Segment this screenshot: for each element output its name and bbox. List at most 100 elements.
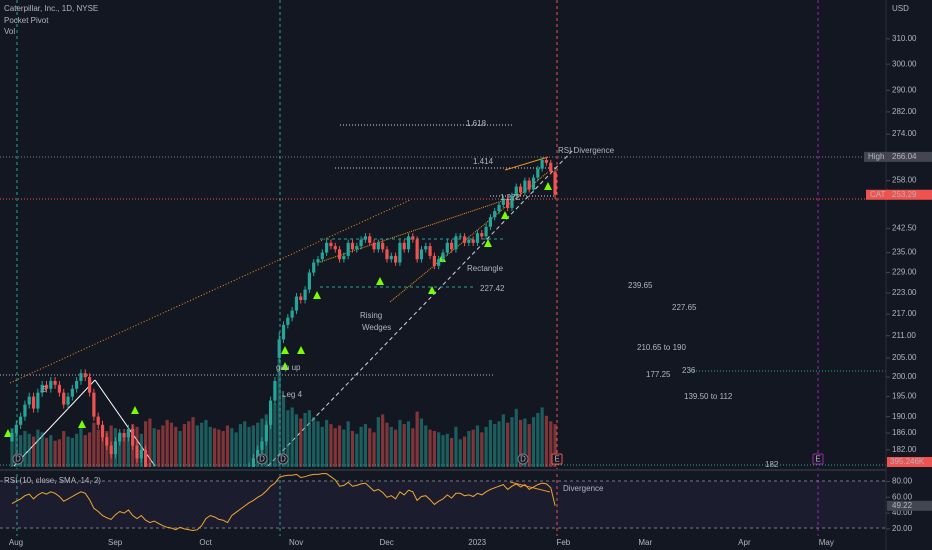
candle-body	[475, 233, 480, 243]
candle-body	[36, 392, 40, 409]
candle-body	[277, 339, 281, 359]
volume-bar	[161, 425, 165, 467]
volume-bar	[531, 417, 536, 467]
y-tick-label: 235.00	[892, 248, 917, 257]
indicator-label: Pocket Pivot	[4, 16, 49, 25]
annotation: 1.618	[466, 119, 487, 128]
candle-body	[424, 246, 428, 250]
volume-bar	[523, 418, 527, 467]
y-tick-label: 229.00	[892, 268, 917, 277]
volume-bar	[471, 429, 475, 467]
candle-body	[402, 242, 406, 250]
volume-bar	[10, 428, 14, 467]
candle-body	[510, 195, 514, 208]
candle-body	[264, 424, 268, 442]
x-tick-label: Oct	[199, 538, 212, 547]
candle-body	[493, 211, 497, 218]
candle-body	[312, 262, 316, 273]
candle-body	[281, 324, 286, 340]
annotation: Wedges	[362, 323, 391, 332]
candle-body	[527, 180, 531, 190]
candle-body	[471, 239, 475, 243]
pocket-pivot-marker	[131, 406, 139, 414]
event-icon	[551, 453, 563, 465]
volume-bar	[428, 429, 432, 467]
event-icon-label: D	[15, 455, 21, 464]
annotation: Divergence	[563, 484, 604, 493]
volume-bar	[144, 421, 148, 467]
y-tick-label: 182.00	[892, 445, 917, 454]
annotation: RSI Divergence	[558, 146, 615, 155]
volume-bar	[195, 425, 199, 467]
volume-bar	[510, 417, 514, 467]
volume-bar	[411, 428, 415, 467]
volume-bar	[169, 422, 174, 467]
event-icon	[12, 453, 24, 465]
volume-bar	[480, 432, 484, 467]
candle-body	[333, 246, 337, 250]
candle-body	[368, 236, 372, 243]
trend-line	[9, 199, 411, 384]
currency-label: USD	[892, 4, 909, 13]
candle-body	[105, 437, 109, 446]
high-value-box	[887, 151, 932, 162]
volume-bar	[419, 418, 424, 467]
volume-bar	[346, 421, 350, 467]
volume-bar	[497, 421, 501, 467]
candle-body	[337, 249, 342, 260]
candle-body	[432, 255, 436, 266]
candle-body	[75, 380, 79, 389]
candle-body	[454, 236, 458, 250]
candle-body	[100, 424, 105, 438]
event-icon-label: E	[815, 455, 820, 464]
volume-bar	[549, 421, 553, 467]
event-icon-label: D	[259, 455, 265, 464]
candle-body	[79, 373, 83, 381]
candle-body	[251, 458, 255, 467]
volume-bar	[337, 425, 342, 467]
volume-bar	[299, 418, 303, 467]
candle-body	[501, 198, 505, 205]
annotation: 227.42	[480, 284, 505, 293]
volume-bar	[363, 424, 368, 467]
volume-bar	[14, 432, 18, 467]
candle-body	[406, 236, 411, 250]
volume-bar	[238, 424, 243, 467]
rsi-tick-label: 80.00	[892, 477, 913, 486]
volume-bar	[501, 414, 505, 467]
volume-bar	[40, 432, 44, 467]
volume-bar	[450, 437, 454, 467]
candle-body	[342, 255, 346, 260]
symbol-tag: CAT	[870, 190, 886, 199]
annotation: 1.414	[473, 157, 494, 166]
annotation: 177.25	[646, 370, 671, 379]
candle-body	[536, 168, 540, 178]
pocket-pivot-marker	[4, 429, 12, 437]
pocket-pivot-marker	[501, 211, 509, 219]
label-layer: 310.00 300.00 290.00 282.00 274.00 258.00 242.…	[4, 4, 932, 547]
volume-bar	[36, 429, 40, 467]
candle-body	[299, 296, 303, 301]
y-tick-label: 290.00	[892, 85, 917, 94]
candle-body	[87, 377, 92, 393]
wedge-line	[504, 156, 549, 171]
annotation: 239.65	[628, 281, 653, 290]
candle-body	[385, 249, 389, 260]
candle-body	[316, 259, 320, 263]
volume-bar	[368, 428, 372, 467]
volume-bar	[484, 426, 488, 467]
volume-bar	[75, 433, 79, 467]
candle-body	[131, 428, 135, 446]
candle-body	[393, 255, 398, 263]
volume-bar	[441, 435, 445, 467]
rsi-tick-label: 60.00	[892, 492, 913, 501]
volume-bar	[118, 432, 122, 467]
candle-body	[14, 424, 18, 434]
volume-bar	[225, 425, 230, 467]
volume-bar	[475, 425, 480, 467]
volume-bar	[178, 431, 182, 467]
y-tick-label: 200.00	[892, 372, 917, 381]
wedge-line	[319, 199, 506, 263]
